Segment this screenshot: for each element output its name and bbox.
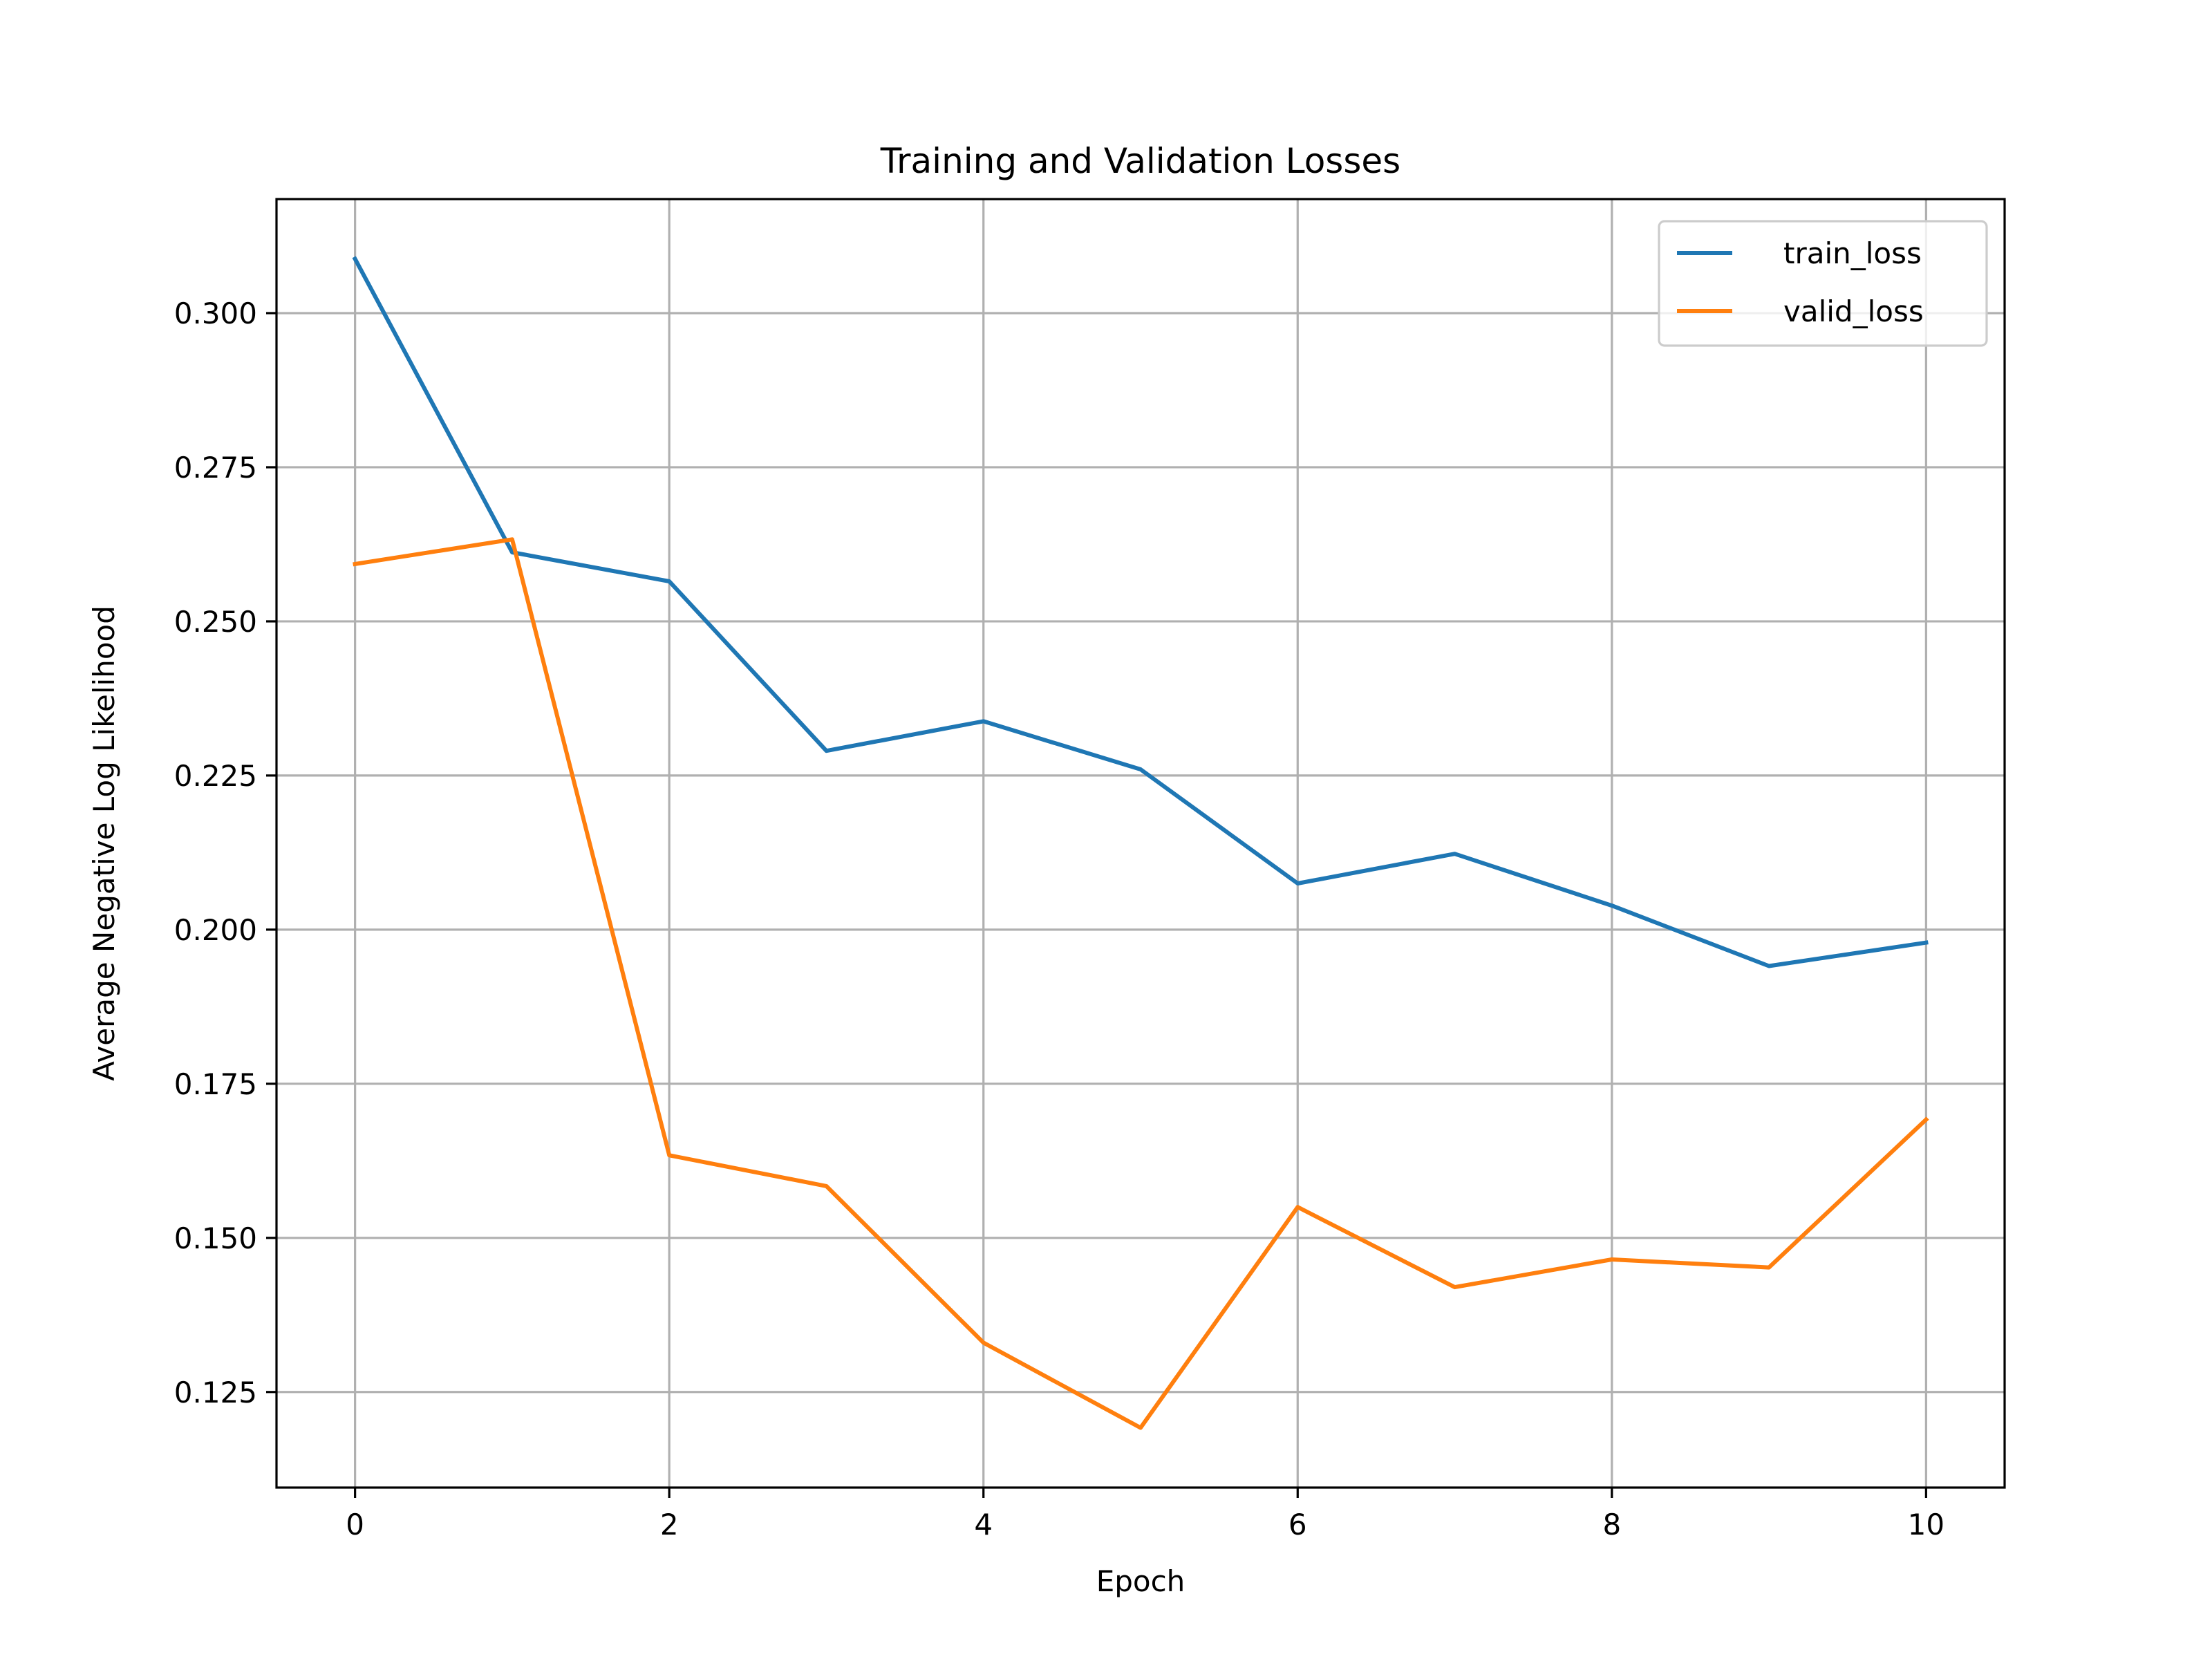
series-lines — [352, 256, 1929, 1430]
y-tick-label: 0.275 — [174, 451, 257, 485]
y-tick-label: 0.150 — [174, 1221, 257, 1255]
y-tick-label: 0.125 — [174, 1376, 257, 1409]
y-tick-label: 0.300 — [174, 297, 257, 330]
legend-label-train-loss: train_loss — [1783, 236, 1922, 270]
series-line-train-loss — [352, 256, 1929, 968]
y-tick-label: 0.225 — [174, 759, 257, 793]
x-tick-label: 2 — [660, 1508, 679, 1541]
y-tick-label: 0.250 — [174, 605, 257, 639]
chart-title: Training and Validation Losses — [880, 141, 1400, 181]
x-tick-label: 4 — [974, 1508, 993, 1541]
x-tick-label: 10 — [1908, 1508, 1944, 1541]
x-axis-ticks: 0 2 4 6 8 10 — [346, 1488, 1944, 1541]
grid-lines — [276, 199, 2005, 1488]
y-axis-title: Average Negative Log Likelihood — [87, 606, 121, 1081]
plot-frame — [275, 198, 2006, 1489]
series-line-valid-loss — [353, 537, 1929, 1430]
y-tick-label: 0.200 — [174, 913, 257, 947]
legend-box — [1658, 220, 1988, 347]
x-tick-label: 6 — [1288, 1508, 1307, 1541]
x-axis-title: Epoch — [1096, 1564, 1185, 1598]
y-axis-ticks: 0.125 0.150 0.175 0.200 0.225 0.250 0.275 0.300 — [174, 297, 276, 1409]
legend: train_loss valid_loss — [1658, 220, 1988, 347]
legend-label-valid-loss: valid_loss — [1783, 294, 1924, 328]
x-tick-label: 0 — [346, 1508, 364, 1541]
x-tick-label: 8 — [1602, 1508, 1621, 1541]
y-tick-label: 0.175 — [174, 1067, 257, 1101]
